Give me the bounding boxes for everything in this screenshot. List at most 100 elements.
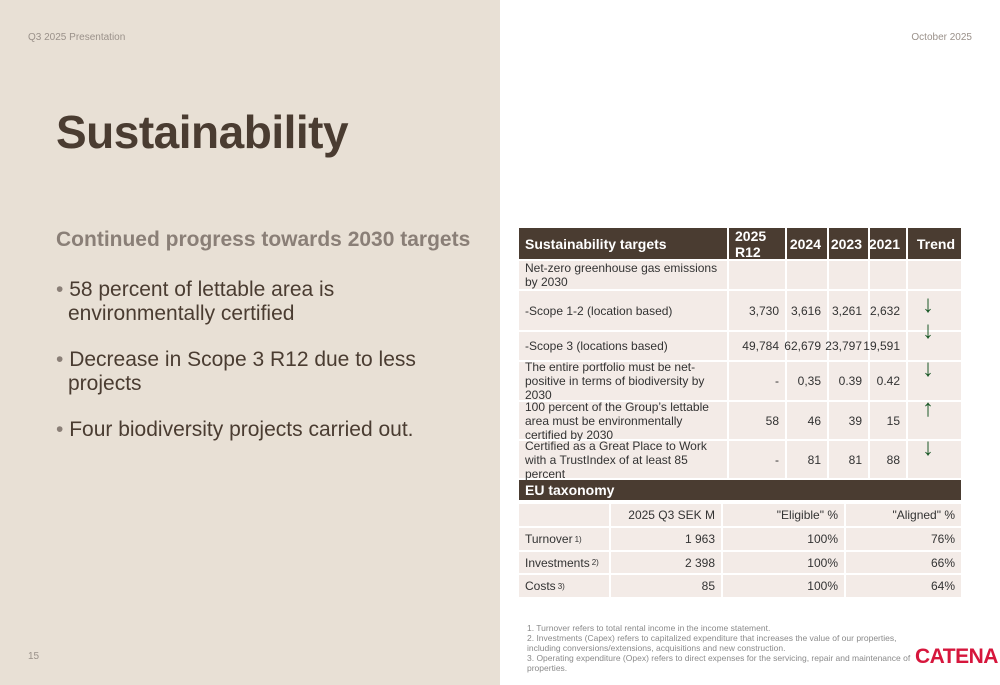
footnote: 1. Turnover refers to total rental incom… — [527, 623, 771, 633]
eu-column-header: "Eligible" % — [723, 504, 844, 526]
value-cell: 49,784 — [729, 332, 785, 360]
value-cell-text: 0,35 — [797, 374, 821, 388]
column-header-text: 2025 R12 — [735, 227, 767, 260]
left-panel — [0, 0, 500, 685]
trend-cell — [908, 291, 961, 330]
arrow-down-icon: ↓ — [922, 434, 934, 461]
value-cell: 0,35 — [787, 362, 827, 400]
trend-cell — [908, 362, 961, 400]
trend-cell — [908, 261, 961, 289]
value-cell: 3,261 — [829, 291, 868, 330]
value-cell: 23,797 — [825, 332, 868, 360]
value-cell: - — [729, 441, 785, 478]
column-header-text: 2024 — [789, 235, 821, 252]
bullet-item: • Decrease in Scope 3 R12 due to less pr… — [56, 348, 416, 395]
eu-row-label: Turnover 1) — [519, 528, 609, 550]
arrow-up-icon: ↑ — [922, 395, 934, 422]
footnote-ref: 2) — [591, 558, 599, 567]
value-cell-text: 81 — [807, 452, 821, 467]
row-label-text: Net-zero greenhouse gas emissions by 203… — [525, 261, 718, 289]
eu-value-cell-text: 2 398 — [684, 555, 715, 570]
eu-taxonomy-header-text: EU taxonomy — [525, 482, 615, 498]
value-cell-text: 46 — [807, 413, 821, 428]
date-label: October 2025 — [911, 32, 972, 43]
value-cell — [870, 261, 906, 289]
value-cell: 62,679 — [784, 332, 827, 360]
value-cell: 58 — [729, 402, 785, 439]
arrow-down-icon: ↓ — [922, 355, 934, 382]
value-cell-text: 58 — [765, 413, 779, 428]
eu-value-cell-text: 76% — [930, 532, 955, 546]
value-cell-text: 3,730 — [748, 303, 779, 318]
value-cell-text: 62,679 — [784, 339, 821, 353]
row-label-text: -Scope 3 (locations based) — [525, 339, 668, 353]
page-title: Sustainability — [56, 106, 349, 158]
row-label-text: -Scope 1-2 (location based) — [525, 303, 673, 318]
row-label-text: The entire portfolio must be net-positiv… — [525, 360, 705, 402]
column-header-text: 2023 — [830, 235, 862, 252]
value-cell: 3,730 — [729, 291, 785, 330]
eu-value-cell-text: 85 — [701, 579, 715, 593]
eu-column-header — [519, 504, 609, 526]
value-cell-text: 81 — [848, 452, 862, 467]
eu-value-cell: 100% — [723, 528, 844, 550]
column-header-text: Trend — [916, 235, 955, 252]
eu-value-cell: 100% — [723, 575, 844, 597]
value-cell: 81 — [787, 441, 827, 478]
value-cell-text: 15 — [886, 413, 900, 428]
column-header: Sustainability targets — [519, 228, 727, 259]
row-label: Net-zero greenhouse gas emissions by 203… — [519, 261, 727, 289]
arrow-down-icon: ↓ — [922, 317, 934, 344]
footnote-ref: 3) — [557, 581, 565, 591]
value-cell: 39 — [829, 402, 868, 439]
eu-value-cell: 1 963 — [611, 528, 721, 550]
value-cell: 81 — [829, 441, 868, 478]
eu-value-cell-text: 100% — [807, 532, 838, 546]
page-number: 15 — [28, 651, 40, 662]
value-cell-text: 19,591 — [863, 339, 900, 353]
column-header-text: 2021 — [868, 235, 900, 252]
eu-value-cell-text: 66% — [930, 555, 955, 570]
row-label: Certified as a Great Place to Work with … — [519, 439, 727, 481]
value-cell-text: - — [775, 452, 779, 467]
row-label-text: 100 percent of the Group’s lettable area… — [525, 399, 709, 442]
value-cell-text: 3,261 — [831, 303, 862, 318]
eu-value-cell: 100% — [723, 552, 844, 573]
value-cell: 2,632 — [870, 291, 906, 330]
value-cell: 0.39 — [829, 362, 868, 400]
value-cell: 15 — [870, 402, 906, 439]
footnote-ref: 1) — [574, 534, 582, 544]
value-cell-text: 2,632 — [869, 303, 900, 318]
value-cell-text: - — [775, 374, 779, 388]
value-cell-text: 49,784 — [742, 339, 779, 353]
value-cell-text: 39 — [848, 413, 862, 428]
eu-row-label-text: Investments — [525, 555, 590, 570]
eu-value-cell-text: 64% — [930, 579, 955, 593]
value-cell: 19,591 — [863, 332, 906, 360]
value-cell-text: 0.39 — [838, 374, 862, 388]
eu-value-cell: 2 398 — [611, 552, 721, 573]
eu-value-cell-text: 100% — [807, 579, 838, 593]
value-cell: - — [729, 362, 785, 400]
eu-row-label: Investments 2) — [519, 552, 609, 573]
subtitle: Continued progress towards 2030 targets — [56, 228, 471, 251]
value-cell: 3,616 — [787, 291, 827, 330]
presentation-label: Q3 2025 Presentation — [28, 32, 126, 43]
eu-value-cell: 66% — [846, 552, 961, 573]
trend-cell — [908, 332, 961, 360]
footnote: 2. Investments (Capex) refers to capital… — [527, 633, 897, 653]
value-cell — [787, 261, 827, 289]
eu-column-header-text: 2025 Q3 SEK M — [628, 508, 715, 522]
eu-value-cell-text: 100% — [807, 555, 838, 570]
bullet-item: • Four biodiversity projects carried out… — [56, 418, 414, 441]
column-header: 2024 — [787, 228, 827, 259]
value-cell: 0.42 — [870, 362, 906, 400]
row-label: -Scope 3 (locations based) — [519, 332, 727, 360]
eu-column-header-text: "Aligned" % — [892, 508, 955, 522]
footnote: 3. Operating expenditure (Opex) refers t… — [527, 653, 911, 673]
eu-row-label-text: Costs — [525, 579, 556, 593]
value-cell-text: 3,616 — [790, 303, 821, 318]
catena-logo: CATENA — [915, 645, 998, 668]
eu-row-label-text: Turnover — [525, 532, 573, 546]
value-cell — [729, 261, 785, 289]
